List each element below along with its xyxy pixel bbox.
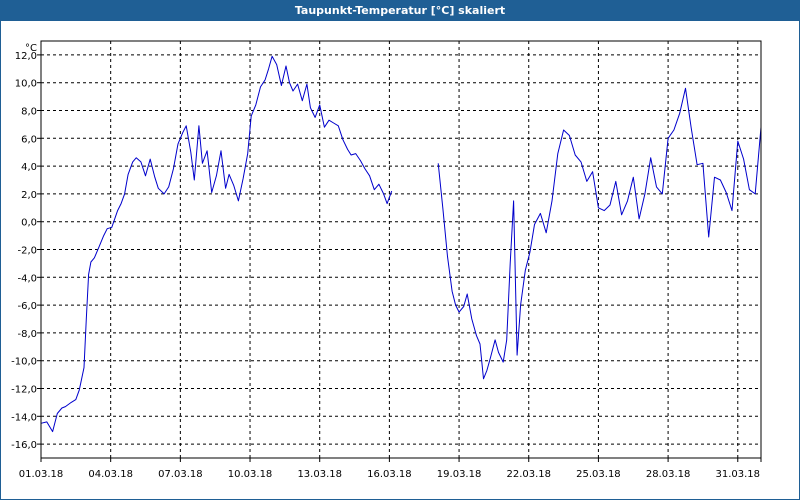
y-tick-label: 0,0 [21,218,37,229]
x-tick-label: 31.03.18 [716,469,761,480]
y-tick-label: 2,0 [21,190,37,201]
y-tick-label: -4,0 [17,273,37,284]
y-tick-label: -12,0 [11,385,37,396]
grid [37,41,762,462]
x-tick-label: 04.03.18 [88,469,133,480]
x-tick-label: 07.03.18 [158,469,203,480]
series-line-segment [437,87,762,380]
y-tick-label: -16,0 [11,440,37,451]
x-tick-label: 10.03.18 [228,469,273,480]
y-tick-label: -10,0 [11,357,37,368]
x-tick-label: 25.03.18 [576,469,621,480]
y-axis-ticks: 12,0 10,0 8,0 6,0 4,0 2,0 0,0 -2,0 -4,0 -6,0 -8,0 -… [11,51,37,451]
y-axis-unit: °C [25,43,37,54]
y-tick-label: 8,0 [21,107,37,118]
y-tick-label: -6,0 [17,301,37,312]
series-line-segment [40,55,393,433]
y-tick-label: 12,0 [15,51,37,62]
x-tick-label: 19.03.18 [437,469,482,480]
x-tick-label: 28.03.18 [646,469,691,480]
y-tick-label: 4,0 [21,162,37,173]
y-tick-label: -8,0 [17,329,37,340]
x-tick-label: 16.03.18 [367,469,412,480]
y-tick-label: -14,0 [11,412,37,423]
y-tick-label: 10,0 [15,79,37,90]
x-tick-label: 22.03.18 [506,469,551,480]
x-tick-label: 13.03.18 [297,469,342,480]
x-axis-ticks: 01.03.18 04.03.18 07.03.18 10.03.18 13.03.18… [19,469,760,480]
y-tick-label: -2,0 [17,246,37,257]
series-lines [40,55,762,433]
window-title: Taupunkt-Temperatur [°C] skaliert [1,1,799,21]
plot-frame [40,40,762,459]
y-tick-label: 6,0 [21,134,37,145]
x-tick-label: 01.03.18 [19,469,64,480]
